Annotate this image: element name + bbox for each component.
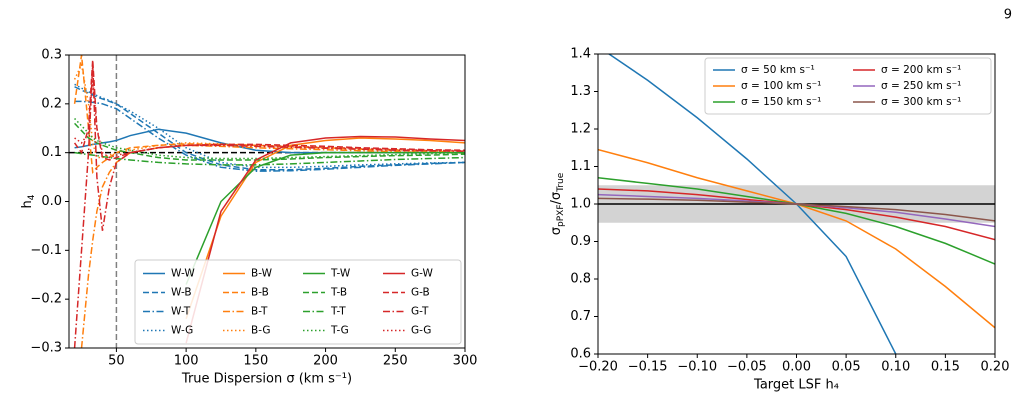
legend-label: B-T: [251, 306, 268, 318]
y-tick-label: 1.1: [570, 159, 591, 174]
series-line: [598, 148, 995, 329]
x-tick-label: 100: [174, 354, 199, 369]
y-tick-label: 0.0: [41, 194, 62, 209]
y-tick-label: −0.2: [30, 292, 62, 307]
series-line: [74, 100, 465, 172]
x-tick-label: −0.20: [578, 360, 618, 375]
series-line: [185, 137, 465, 319]
plot-area: [69, 55, 465, 348]
legend-label: B-W: [251, 268, 273, 280]
legend-label: G-G: [411, 325, 431, 337]
y-axis-label-part: True: [556, 172, 566, 193]
series-line: [74, 86, 465, 171]
legend-label: W-T: [171, 306, 191, 318]
y-tick-label: 0.6: [570, 347, 591, 362]
series-line: [74, 128, 465, 154]
y-axis-label-part: σ: [549, 227, 564, 235]
x-tick-label: 300: [453, 354, 478, 369]
y-tick-label: 0.7: [570, 309, 591, 324]
x-tick-label: 250: [383, 354, 408, 369]
series-line: [73, 55, 465, 175]
series-line: [73, 64, 465, 348]
legend-box: [134, 259, 462, 345]
x-tick-label: −0.10: [677, 360, 717, 375]
y-tick-label: −0.3: [30, 341, 62, 356]
legend-label: W-G: [171, 325, 193, 337]
series-line: [73, 59, 465, 161]
series-line: [74, 122, 465, 161]
series-line: [74, 79, 465, 159]
series-line: [74, 117, 465, 160]
y-axis-label-part: /σ: [549, 192, 564, 205]
series-line: [598, 197, 995, 222]
x-tick-label: 0.15: [931, 360, 960, 375]
legend-label: σ = 150 km s⁻¹: [741, 96, 821, 108]
legend-label: σ = 200 km s⁻¹: [881, 64, 961, 76]
x-axis-label: Target LSF h₄: [753, 378, 839, 393]
x-tick-label: 200: [313, 354, 338, 369]
x-axis-label: True Dispersion σ (km s⁻¹): [181, 372, 352, 387]
series-line: [185, 151, 465, 285]
y-tick-label: 1.4: [570, 47, 591, 62]
y-axis-label: σpPXF/σTrue: [549, 172, 566, 235]
x-tick-label: −0.05: [727, 360, 767, 375]
legend-label: T-W: [330, 268, 351, 280]
legend-label: G-T: [411, 306, 429, 318]
y-axis-label-part: h: [20, 200, 35, 208]
legend-label: B-B: [251, 287, 269, 299]
series-line: [74, 83, 465, 169]
plot-area: [598, 54, 995, 354]
series-line: [73, 62, 465, 159]
x-tick-label: 0.10: [881, 360, 910, 375]
y-tick-label: −0.1: [30, 243, 62, 258]
y-tick-label: 1.0: [570, 197, 591, 212]
page-number: 9: [1004, 8, 1012, 23]
legend-label: σ = 50 km s⁻¹: [741, 64, 815, 76]
y-axis-label: h4: [20, 194, 37, 208]
x-tick-label: 50: [108, 354, 125, 369]
y-tick-label: 0.1: [41, 145, 62, 160]
legend-label: G-W: [411, 268, 433, 280]
y-tick-label: 0.3: [41, 48, 62, 63]
y-tick-label: 1.2: [570, 122, 591, 137]
x-tick-label: −0.15: [628, 360, 668, 375]
y-tick-label: 1.3: [570, 84, 591, 99]
x-tick-label: 0.00: [782, 360, 811, 375]
y-tick-label: 0.2: [41, 96, 62, 111]
series-line: [74, 151, 465, 166]
legend-label: W-B: [171, 287, 192, 299]
legend: W-W W-B W-T W-G B-W B-B B-T B-G T-W T-B T-T T-G G-W G…: [134, 259, 462, 345]
x-tick-label: 0.20: [981, 360, 1010, 375]
y-tick-label: 0.9: [570, 234, 591, 249]
legend-label: σ = 300 km s⁻¹: [881, 96, 961, 108]
y-axis-label-part: 4: [27, 194, 37, 200]
legend-box: [704, 57, 992, 115]
legend-label: T-G: [330, 325, 349, 337]
y-axis-label-part: pPXF: [556, 205, 566, 227]
x-tick-label: 0.05: [832, 360, 861, 375]
legend-label: W-W: [171, 268, 195, 280]
series-line: [185, 135, 465, 344]
legend-label: B-G: [251, 325, 271, 337]
legend-label: T-B: [330, 287, 347, 299]
legend-label: σ = 250 km s⁻¹: [881, 80, 961, 92]
y-tick-label: 0.8: [570, 272, 591, 287]
legend-label: T-T: [330, 306, 346, 318]
x-tick-label: 150: [243, 354, 268, 369]
legend-label: G-B: [411, 287, 430, 299]
series-line: [607, 54, 897, 354]
legend: σ = 50 km s⁻¹ σ = 100 km s⁻¹ σ = 150 km s⁻…: [704, 57, 992, 115]
legend-label: σ = 100 km s⁻¹: [741, 80, 821, 92]
